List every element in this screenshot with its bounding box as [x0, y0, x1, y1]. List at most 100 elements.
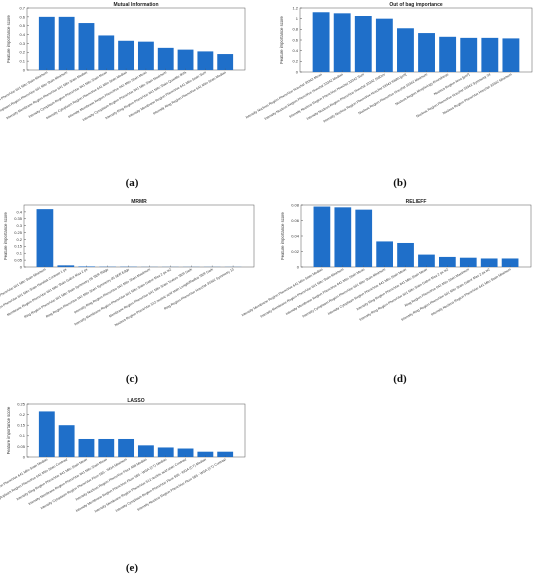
y-tick-label: 0.2 [19, 50, 25, 55]
bar [58, 16, 75, 70]
x-tick-label: Nucleus Region Area [μm²] [433, 72, 470, 96]
y-tick-label: 0.06 [291, 218, 300, 223]
y-tick-label: 0 [297, 264, 300, 269]
x-tick-label: Intensity Ring Region PhenoVue 641 Mito … [152, 70, 226, 115]
chart-svg: Mutual Information 0 0.1 0.2 0.3 0.4 0.5 0.6 0.7… [0, 2, 246, 122]
chart-title: MRMR [131, 199, 147, 205]
y-tick-label: 0.4 [292, 48, 298, 53]
bar [137, 445, 154, 457]
y-tick-label: 0 [23, 454, 26, 459]
bar [78, 438, 95, 457]
y-tick-label: 0.15 [17, 423, 26, 428]
bar [459, 257, 477, 267]
y-tick-label: 0.6 [19, 14, 25, 19]
bar [177, 448, 194, 457]
bar [481, 37, 499, 72]
y-axis-label: Feature importance score [3, 211, 8, 259]
bar [439, 36, 457, 72]
y-tick-label: 0.05 [14, 258, 23, 263]
chart-panel-e: LASSO 0 0.05 0.1 0.15 0.2 0.25 Feature importan… [0, 396, 275, 562]
bar [354, 16, 372, 72]
y-tick-label: 0 [23, 67, 26, 72]
y-tick-label: 0 [296, 69, 299, 74]
bar [355, 209, 373, 267]
bar [38, 411, 55, 457]
y-tick-label: 0.1 [19, 59, 25, 64]
y-axis-label: Feature importance score [280, 211, 285, 259]
chart-title: Out of bag importance [389, 2, 443, 8]
y-tick-label: 0 [20, 264, 23, 269]
y-tick-label: 0.6 [292, 37, 298, 42]
y-axis-label: Feature importance score [6, 14, 11, 62]
bar [480, 258, 498, 267]
bar [118, 438, 135, 457]
bar [217, 451, 234, 457]
bar [313, 206, 331, 267]
x-tick-label: Intensity Nucleus Region PhenoVue 641 Mi… [430, 267, 511, 316]
chart-svg: LASSO 0 0.05 0.1 0.15 0.2 0.25 Feature importan… [0, 398, 246, 513]
y-tick-label: 0.3 [19, 41, 25, 46]
bar [439, 256, 456, 267]
plot-frame [23, 204, 255, 268]
y-tick-label: 0.2 [292, 59, 298, 64]
bar [98, 438, 115, 457]
y-tick-label: 0.25 [17, 401, 26, 406]
bar [334, 207, 352, 267]
y-tick-label: 1 [296, 16, 299, 21]
panel-label-a: (a) [125, 177, 139, 189]
y-tick-label: 0.05 [17, 444, 26, 449]
plot-frame [26, 7, 246, 71]
panel-label-d: (d) [393, 373, 407, 385]
y-tick-label: 0.4 [19, 32, 25, 37]
chart-panel-d: RELIEFF 0 0.02 0.04 0.06 0.08 Feature importan… [241, 197, 550, 374]
bar [118, 40, 135, 70]
bar [460, 37, 478, 72]
y-tick-label: 1.2 [292, 5, 298, 10]
bar [38, 16, 55, 70]
bar [502, 38, 520, 72]
x-tick-label: Nucleus Region PhenoVue Hoechst 33342 Sy… [415, 72, 491, 118]
y-tick-label: 0.15 [14, 244, 23, 249]
chart-title: Mutual Information [114, 2, 159, 8]
x-tick-label: Intensity Nucleus Region PhenoVue Hoechs… [306, 72, 386, 121]
bar [58, 425, 75, 457]
panel-label-b: (b) [393, 177, 407, 189]
plot-frame [26, 403, 246, 458]
bar [98, 35, 115, 70]
y-tick-label: 0.25 [14, 230, 23, 235]
bar [333, 13, 351, 73]
bar [375, 18, 393, 73]
chart-title: RELIEFF [406, 199, 427, 205]
y-tick-label: 0.35 [14, 216, 23, 221]
chart-panel-a: Mutual Information 0 0.1 0.2 0.3 0.4 0.5 0.6 0.7… [0, 0, 275, 177]
x-tick-label: Nucleus Region PhenoVue 512 nucleic acid… [114, 267, 214, 327]
bar [501, 258, 519, 267]
y-tick-label: 0.8 [292, 27, 298, 32]
x-tick-label: Intensity Membrane Region PhenoVue 641 M… [74, 267, 172, 326]
bar [137, 41, 154, 70]
y-tick-label: 0.3 [16, 223, 22, 228]
bar [78, 23, 95, 70]
bar [177, 49, 194, 70]
bar [376, 241, 393, 267]
x-tick-label: Intensity Cytoplasm Region PhenoVue Fluo… [115, 457, 207, 512]
y-tick-label: 0.4 [16, 209, 22, 214]
bar [157, 447, 174, 457]
chart-panel-c: MRMR 0 0.05 0.1 0.15 0.2 0.25 0.3 0.35 0.4 Feature… [0, 197, 275, 374]
x-tick-label: Intensity Ring Region PhenoVue 641 Mito … [73, 267, 151, 314]
y-tick-label: 0.7 [19, 5, 25, 10]
bar [217, 54, 234, 70]
chart-svg: MRMR 00.05 0.1 0.15 0.2 0.25 0.3 0.35 0.4 Feature… [0, 199, 255, 327]
x-tick-label: Intensity Cytoplasm Region PhenoVue 641 … [327, 267, 407, 316]
y-axis-label: Feature importance score [6, 406, 11, 454]
y-tick-label: 0.08 [291, 202, 300, 207]
bar [197, 451, 214, 457]
chart-panel-b: Out of bag importance 0 0.2 0.4 0.6 0.8 1 1.2 Fe… [245, 0, 550, 177]
y-tick-label: 0.04 [291, 233, 300, 238]
bar [312, 12, 330, 72]
bar [36, 209, 54, 267]
bar [197, 51, 214, 70]
bar [418, 254, 435, 267]
panel-label-c: (c) [125, 373, 139, 385]
bar [397, 28, 414, 72]
